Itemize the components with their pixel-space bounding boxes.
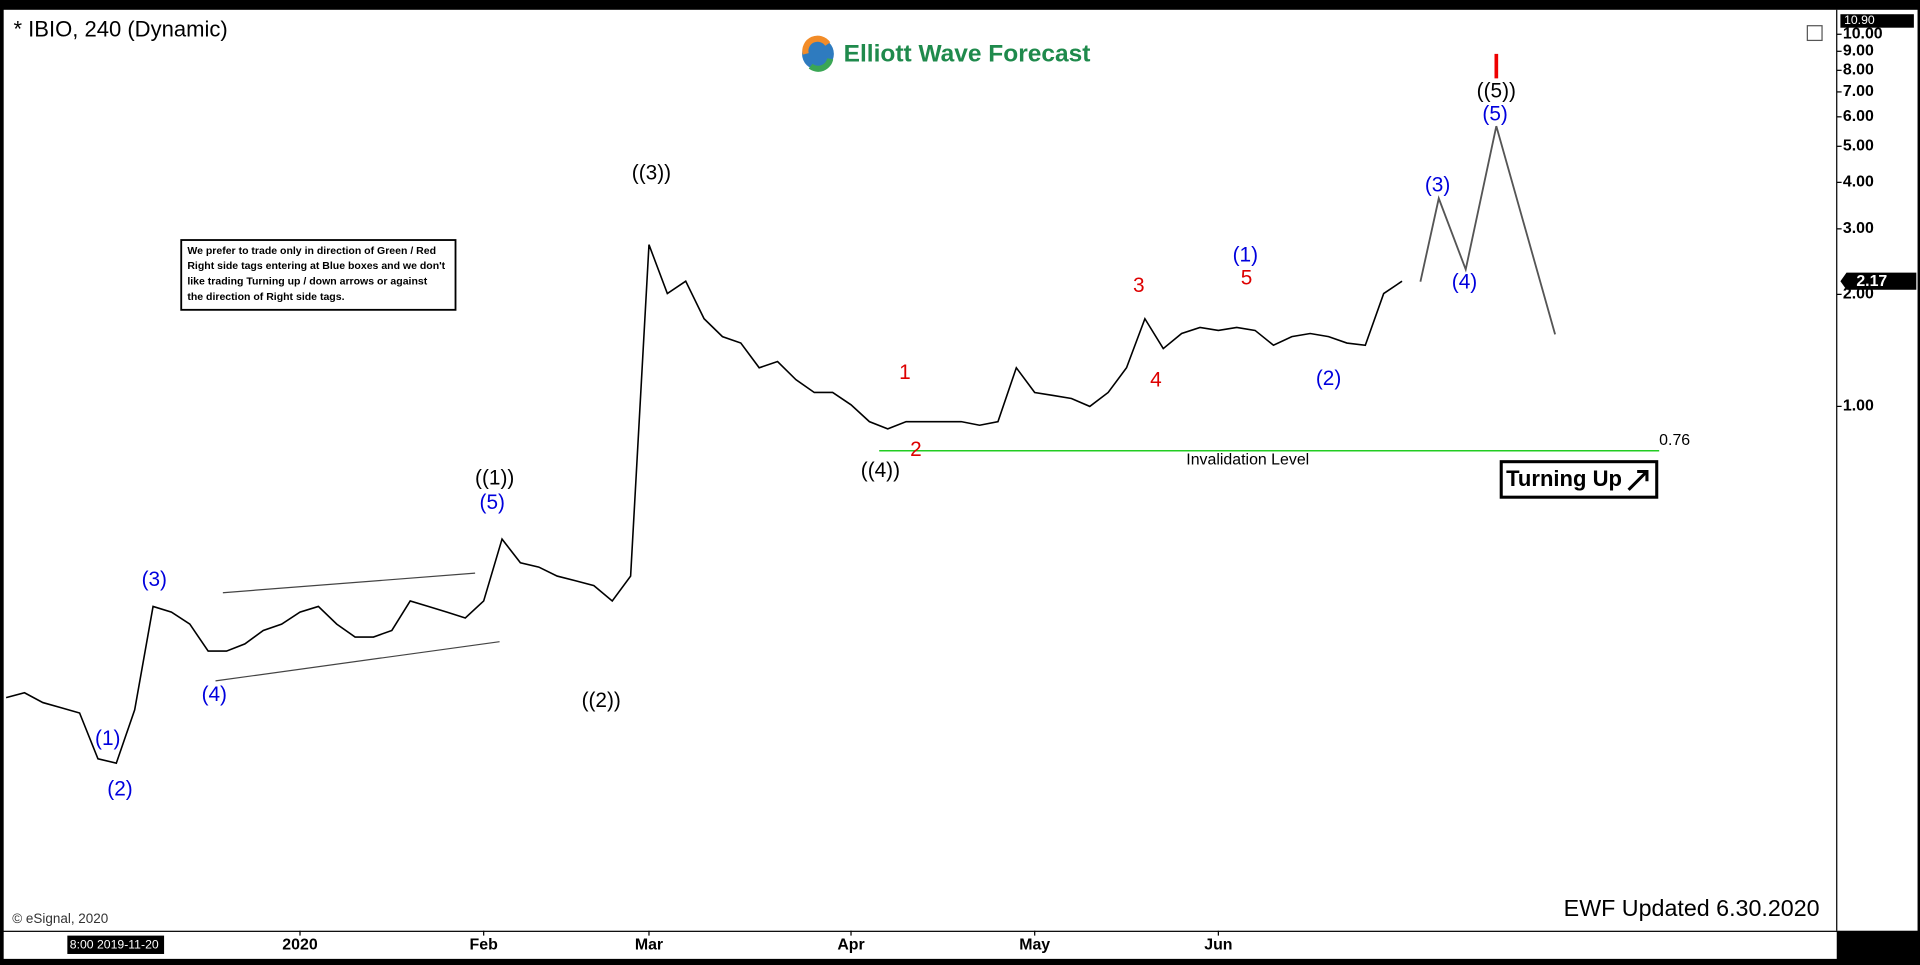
y-tick-label: 9.00	[1843, 43, 1874, 60]
wave-label: (1)	[95, 727, 120, 750]
channel	[215, 572, 500, 682]
y-tick-label: 3.00	[1843, 220, 1874, 237]
logo-icon	[808, 57, 834, 72]
notice-box	[180, 239, 457, 311]
projection-path	[1419, 125, 1556, 335]
wave-label: 1	[899, 361, 911, 384]
y-tick-label: 7.00	[1843, 83, 1874, 100]
y-tick-label: 8.00	[1843, 62, 1874, 79]
x-tick-label: May	[1019, 937, 1050, 954]
y-tick-label: 5.00	[1843, 137, 1874, 154]
high-marker-box	[1840, 14, 1914, 28]
wave-label: (2)	[107, 777, 132, 800]
last-price-label: 2.17	[1856, 273, 1887, 290]
channel-line	[222, 572, 476, 594]
start-time-box	[67, 935, 165, 954]
notice-line: like trading Turning up / down arrows or…	[187, 275, 427, 287]
notice-line: Right side tags entering at Blue boxes a…	[187, 260, 445, 272]
x-tick-label: 2020	[282, 937, 318, 954]
channel-line	[215, 641, 500, 682]
brand-name: Elliott Wave Forecast	[844, 41, 1091, 68]
wave-label: ((5))	[1477, 79, 1516, 102]
invalidation-label: Invalidation Level	[1186, 452, 1309, 469]
wave-label: (3)	[142, 568, 167, 591]
x-tick-label: Feb	[470, 937, 499, 954]
updated-note: EWF Updated 6.30.2020	[1564, 895, 1820, 921]
signal-text: Turning Up	[1506, 466, 1622, 491]
start-time: 8:00 2019-11-20	[70, 938, 159, 952]
wave-label: ((2))	[582, 689, 621, 712]
signal-box	[1499, 460, 1659, 499]
y-tick-label: 4.00	[1843, 174, 1874, 191]
logo: Elliott Wave Forecast	[802, 35, 1091, 72]
wave-label: ((1))	[475, 466, 514, 489]
x-tick-label: Mar	[635, 937, 663, 954]
last-price-tag	[1840, 272, 1917, 290]
price-line	[5, 244, 1403, 765]
symbol-title: * IBIO, 240 (Dynamic)	[13, 16, 227, 41]
wave-label: 3	[1133, 274, 1145, 297]
wave-label: 4	[1150, 368, 1162, 391]
signal-arrow	[1627, 469, 1649, 491]
notice-line: the direction of Right side tags.	[187, 291, 344, 303]
price-axis-area	[1836, 9, 1918, 931]
wave-label: (4)	[1452, 270, 1477, 293]
high-marker-label: 10.90	[1844, 13, 1875, 27]
wave-label: (4)	[202, 683, 227, 706]
y-tick-label: 10.00	[1843, 25, 1883, 42]
y-tick-label: 2.00	[1843, 286, 1874, 303]
invalidation-value: 0.76	[1659, 432, 1690, 449]
wave-label: 5	[1241, 267, 1253, 290]
logo-icon	[802, 35, 831, 55]
wave-label: ((3))	[632, 161, 671, 184]
notice-line: We prefer to trade only in direction of …	[187, 245, 436, 257]
wave-label: (5)	[1482, 103, 1507, 126]
copyright: © eSignal, 2020	[12, 911, 108, 926]
time-axis-area	[3, 931, 1837, 959]
wave-label: (2)	[1316, 367, 1341, 390]
window-button[interactable]	[1806, 25, 1823, 42]
wave-label: (1)	[1233, 243, 1258, 266]
wave-label: (5)	[480, 491, 505, 514]
y-tick-label: 6.00	[1843, 108, 1874, 125]
wave-label: ((4))	[861, 459, 900, 482]
wave-label: (3)	[1425, 174, 1450, 197]
x-tick-label: Apr	[837, 937, 864, 954]
y-tick-label: 1.00	[1843, 398, 1874, 415]
wave-label: 2	[910, 438, 922, 461]
x-tick-label: Jun	[1204, 937, 1232, 954]
